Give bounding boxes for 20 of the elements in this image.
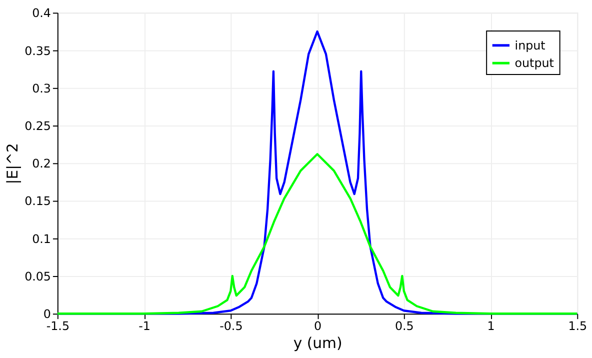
- y-tick-label: 0.2: [32, 156, 51, 171]
- x-tick-label: 0: [314, 318, 322, 333]
- y-tick-label: 0.3: [32, 81, 51, 96]
- x-tick-label: -1.5: [46, 318, 70, 333]
- legend-label: input: [514, 38, 546, 52]
- x-tick-label: 1.5: [568, 318, 588, 333]
- y-tick-label: 0.25: [24, 118, 51, 133]
- y-tick-label: 0.15: [24, 194, 51, 208]
- y-tick-label: 0.35: [24, 44, 51, 58]
- y-tick-label: 0.1: [32, 232, 51, 246]
- y-axis-title: |E|^2: [4, 143, 22, 184]
- x-tick-label: -1: [138, 318, 150, 333]
- y-tick-label: 0.05: [24, 269, 51, 284]
- x-tick-label: 0.5: [394, 318, 414, 333]
- x-axis-title: y (um): [293, 334, 342, 352]
- legend-label: output: [514, 56, 554, 70]
- x-tick-label: -0.5: [220, 318, 243, 333]
- y-tick-label: 0.4: [32, 6, 51, 20]
- x-tick-label: 1: [487, 318, 495, 333]
- y-tick-label: 0: [43, 307, 51, 322]
